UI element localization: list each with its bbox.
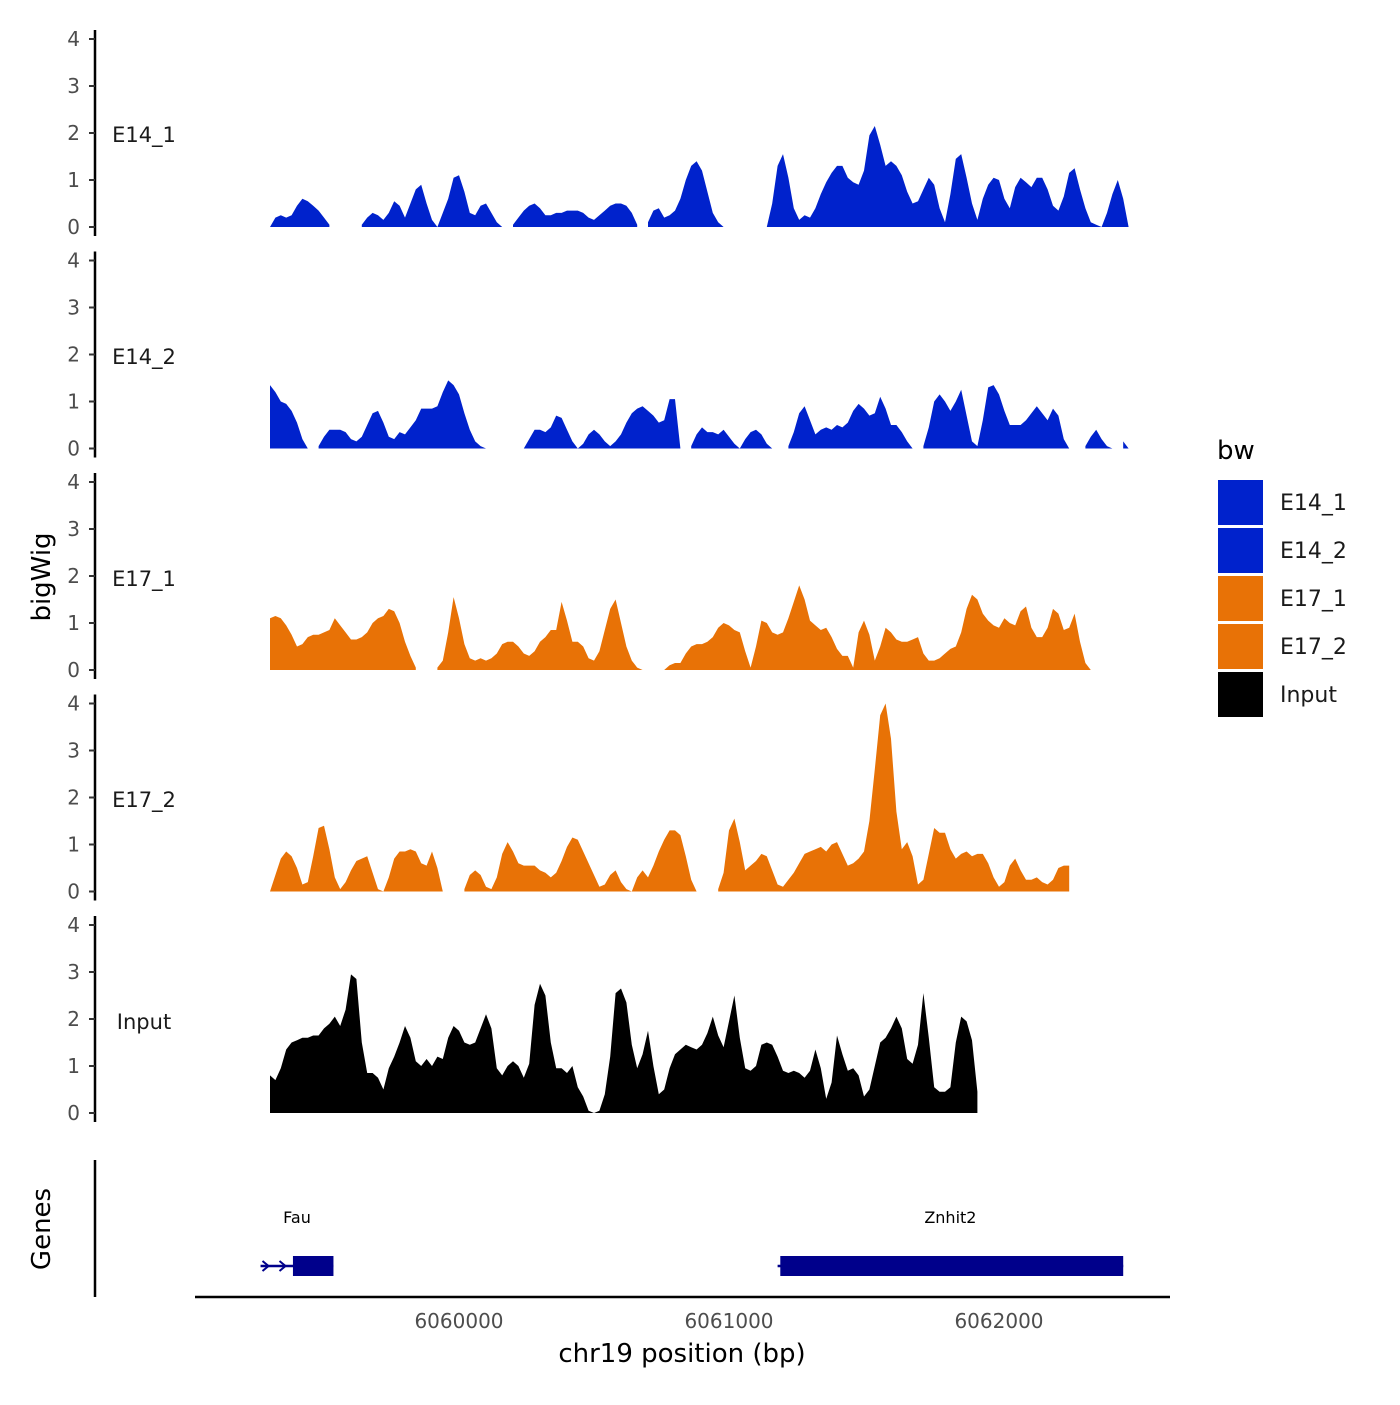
signal-area-e14-1 [361,175,503,227]
y-tick-label: 4 [67,470,80,494]
legend-label: E17_2 [1280,635,1347,660]
legend-key-input [1218,672,1263,717]
gene-znhit2: Znhit2 [777,1208,1124,1276]
signal-area-e14-1 [513,203,638,227]
y-tick-label: 1 [67,168,80,192]
y-axis-title: bigWig [27,532,57,621]
signal-area-e14-2 [318,380,486,449]
legend-key-e17-1 [1218,576,1263,621]
y-tick-label: 4 [67,27,80,51]
y-tick-label: 2 [67,564,80,588]
y-tick-label: 3 [67,74,80,98]
signal-area-e14-2 [1123,441,1129,449]
signal-area-e14-2 [523,399,681,449]
gene-exon-block [780,1256,1124,1276]
panel-label-e17-2: E17_2 [112,788,176,813]
x-axis-title: chr19 position (bp) [558,1339,805,1369]
y-tick-label: 1 [67,833,80,857]
strand-arrow-icon [261,1260,271,1272]
genes-track-title: Genes [27,1188,57,1270]
track-panel-labels: E14_1 E14_2 E17_1 E17_2 Input [112,123,176,1034]
legend-label: E17_1 [1280,587,1347,612]
legend: bw E14_1 E14_2 E17_1 E17_2 Input [1217,436,1347,717]
y-tick-label: 0 [67,1101,80,1125]
gene-track: Fau Znhit2 [260,1208,1124,1276]
signal-area-input [270,974,978,1113]
track-panel-e17-2: 0 1 2 3 4 [67,692,1070,904]
y-tick-label: 2 [67,786,80,810]
panel-label-e17-1: E17_1 [112,567,176,592]
panel-label-input: Input [117,1010,171,1034]
track-panel-e17-1: 0 1 2 3 4 [67,470,1091,682]
legend-key-e14-2 [1218,528,1263,573]
signal-area-e14-2 [691,427,773,449]
strand-arrow-icon [278,1260,288,1272]
x-axis: 6060000 6061000 6062000 chr19 position (… [195,1295,1170,1369]
y-tick-label: 3 [67,960,80,984]
y-tick-label: 4 [67,249,80,273]
x-tick-label: 6060000 [414,1309,503,1333]
gene-fau: Fau [260,1208,334,1276]
track-panel-e14-1: 0 1 2 3 4 [67,27,1129,239]
signal-area-e14-2 [923,385,1070,449]
y-tick-label: 0 [67,658,80,682]
y-tick-label: 0 [67,437,80,461]
y-tick-label: 3 [67,739,80,763]
y-tick-label: 2 [67,1007,80,1031]
y-tick-label: 3 [67,517,80,541]
legend-label: E14_2 [1280,539,1347,564]
gene-exon-block [292,1256,334,1276]
signal-area-e14-2 [788,396,913,449]
legend-label: E14_1 [1280,491,1347,516]
y-tick-label: 4 [67,913,80,937]
legend-label: Input [1280,683,1337,708]
x-tick-label: 6062000 [954,1309,1043,1333]
track-panels: 0 1 2 3 4 0 1 2 3 4 0 1 2 3 4 0 1 2 3 4 0 1 2 3 4 [67,27,1129,1125]
x-tick-label: 6061000 [684,1309,773,1333]
signal-area-e14-1 [766,126,1129,227]
y-tick-label: 1 [67,1054,80,1078]
track-panel-input: 0 1 2 3 4 [67,913,978,1125]
signal-area-e14-2 [1085,429,1113,449]
panel-label-e14-2: E14_2 [112,345,176,370]
y-tick-label: 0 [67,880,80,904]
y-tick-label: 3 [67,296,80,320]
gene-label: Znhit2 [924,1208,976,1227]
y-tick-label: 1 [67,390,80,414]
signal-area-e17-1 [664,585,1091,670]
signal-area-e14-2 [270,385,308,449]
signal-area-e17-2 [270,825,443,892]
y-tick-label: 0 [67,215,80,239]
track-panel-e14-2: 0 1 2 3 4 [67,249,1129,461]
signal-area-e17-2 [718,703,1070,892]
signal-area-e17-2 [464,830,697,892]
y-tick-label: 2 [67,121,80,145]
gene-label: Fau [283,1208,311,1227]
signal-area-e17-1 [437,597,643,670]
legend-key-e17-2 [1218,624,1263,669]
y-tick-label: 4 [67,692,80,716]
y-tick-label: 2 [67,343,80,367]
signal-area-e14-1 [270,198,330,227]
panel-label-e14-1: E14_1 [112,123,176,148]
legend-title: bw [1217,436,1255,466]
legend-key-e14-1 [1218,480,1263,525]
y-tick-label: 1 [67,611,80,635]
signal-area-e17-1 [270,608,416,670]
signal-area-e14-1 [648,161,724,227]
